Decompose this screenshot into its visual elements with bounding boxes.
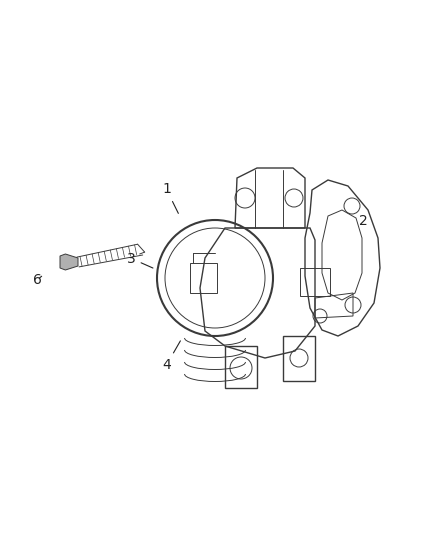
Text: 3: 3 (127, 252, 153, 268)
Text: 6: 6 (33, 273, 42, 287)
Text: 2: 2 (359, 214, 368, 228)
Text: 4: 4 (162, 341, 180, 372)
Polygon shape (60, 254, 78, 270)
Text: 1: 1 (162, 182, 178, 213)
